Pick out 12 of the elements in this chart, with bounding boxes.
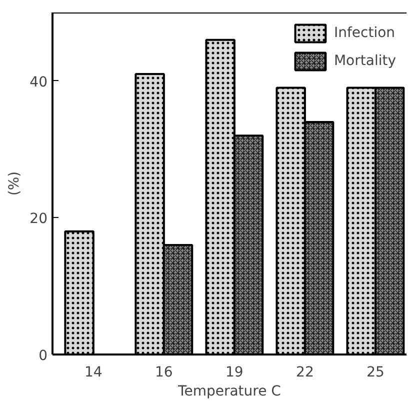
legend-label: Mortality	[334, 53, 396, 69]
y-tick-label: 0	[38, 348, 48, 364]
legend-label: Infection	[334, 25, 396, 41]
x-tick-label: 16	[155, 364, 173, 380]
x-tick-label: 14	[84, 364, 102, 380]
x-tick-label: 22	[296, 364, 314, 380]
y-tick-label: 40	[30, 74, 48, 90]
x-tick-label: 25	[366, 364, 384, 380]
y-tick-label: 20	[30, 211, 48, 228]
x-axis-title: Temperature C	[177, 384, 282, 400]
y-axis-title: (%)	[6, 171, 23, 196]
x-tick-label: 19	[226, 364, 244, 380]
